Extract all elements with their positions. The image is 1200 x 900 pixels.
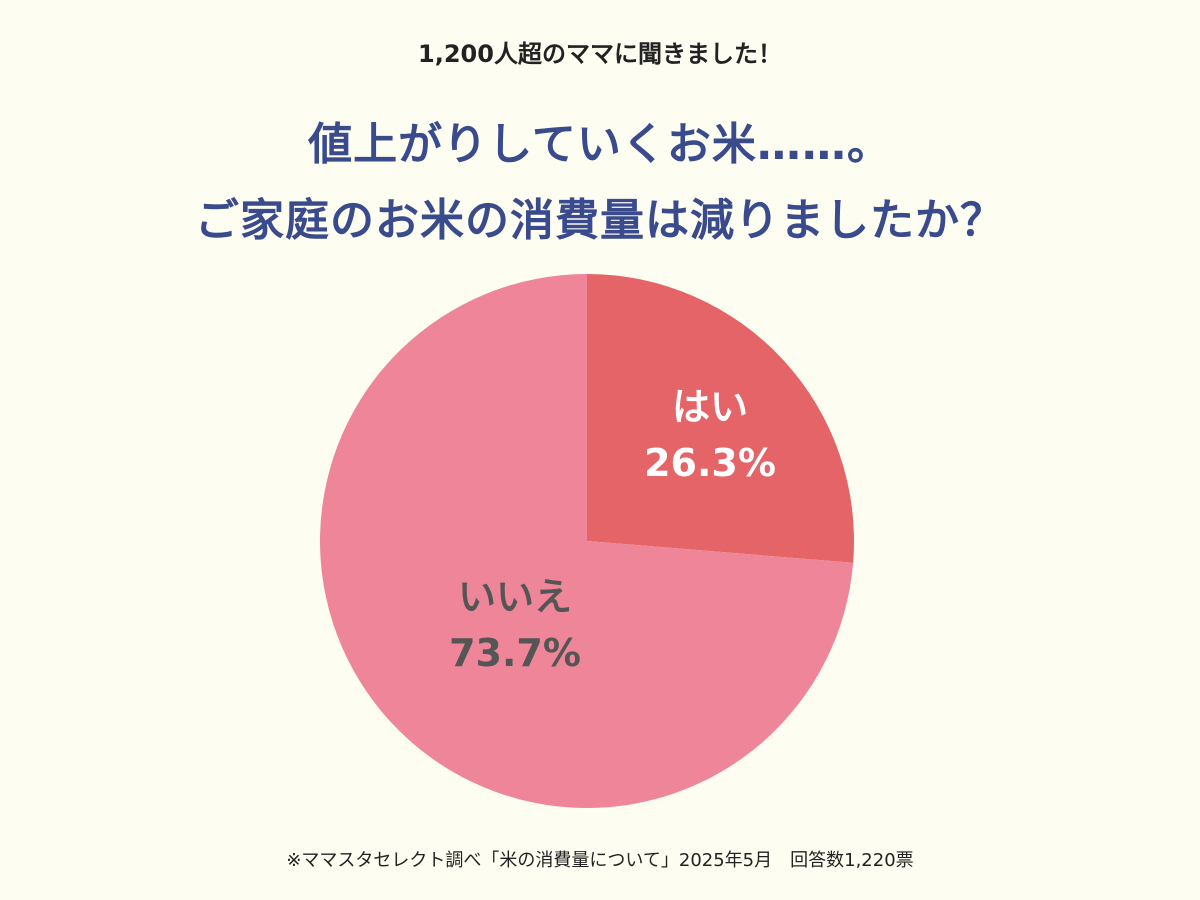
slice-value-yes: 26.3% (644, 441, 776, 485)
slice-label-no: いいえ (458, 575, 572, 619)
slice-value-no: 73.7% (449, 631, 581, 675)
pie-slice-yes (587, 274, 855, 563)
pie-slice-no (319, 274, 854, 808)
slice-label-yes: はい (672, 385, 748, 429)
subtitle: 1,200人超のママに聞きました！ (418, 40, 782, 68)
source-note: ※ママスタセレクト調べ「米の消費量について」2025年5月 回答数1,220票 (286, 850, 914, 871)
title-line-1: 値上がりしていくお米……。 (308, 119, 892, 170)
title-line-2: ご家庭のお米の消費量は減りましたか？ (195, 195, 1005, 246)
